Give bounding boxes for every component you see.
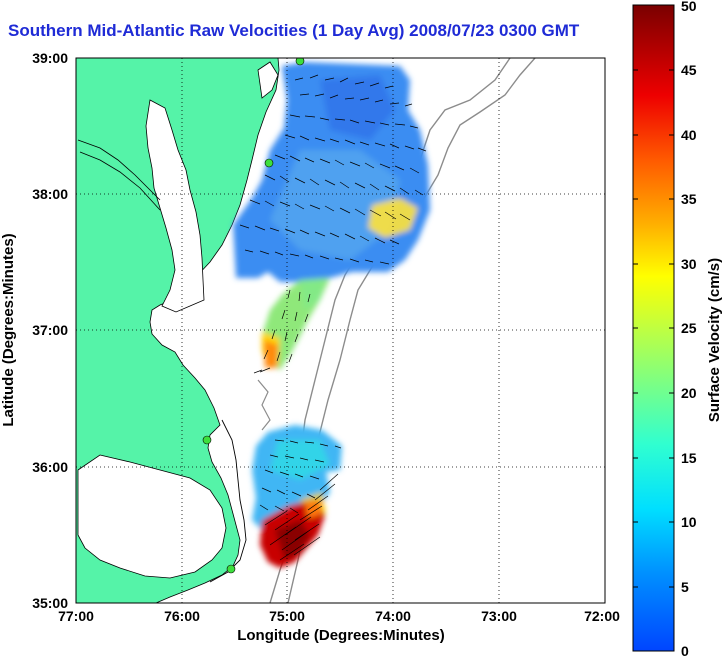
y-axis: 39:00 38:00 37:00 36:00 35:00 Latitude (… xyxy=(0,50,68,611)
x-tick-label: 76:00 xyxy=(164,608,200,624)
colorbar-tick-label: 10 xyxy=(681,514,697,530)
x-tick-label: 75:00 xyxy=(269,608,305,624)
x-tick-label: 74:00 xyxy=(375,608,411,624)
colorbar: 0 5 10 15 20 25 30 35 40 45 50 Surface V… xyxy=(632,0,723,659)
plot-frame xyxy=(75,57,606,604)
y-tick-label: 37:00 xyxy=(32,322,68,338)
x-tick-label: 72:00 xyxy=(584,608,620,624)
x-axis: 77:00 76:00 75:00 74:00 73:00 72:00 Long… xyxy=(58,608,620,644)
colorbar-tick-label: 35 xyxy=(681,191,697,207)
y-tick-label: 36:00 xyxy=(32,459,68,475)
y-tick-label: 39:00 xyxy=(32,50,68,66)
potomac-river xyxy=(77,139,161,211)
radar-stations xyxy=(202,58,305,574)
delaware-bay xyxy=(257,61,279,99)
station-marker xyxy=(226,564,236,574)
colorbar-label: Surface Velocity (cm/s) xyxy=(706,258,723,422)
colorbar-tick-label: 15 xyxy=(681,450,697,466)
colorbar-tick-label: 25 xyxy=(681,320,697,336)
chesapeake-bay xyxy=(145,99,205,313)
grid-lines xyxy=(76,58,605,603)
chart-title: Southern Mid-Atlantic Raw Velocities (1 … xyxy=(8,21,580,40)
colorbar-tick-label: 20 xyxy=(681,385,697,401)
colorbar-tick-label: 30 xyxy=(681,256,697,272)
colorbar-gradient xyxy=(632,4,675,652)
pamlico-sound xyxy=(77,454,227,579)
colorbar-tick-label: 50 xyxy=(681,0,697,14)
y-tick-label: 35:00 xyxy=(32,595,68,611)
colorbar-tick-label: 40 xyxy=(681,127,697,143)
station-marker xyxy=(295,58,305,66)
colorbar-tick-label: 45 xyxy=(681,62,697,78)
colorbar-tick-label: 5 xyxy=(681,579,689,595)
bathymetry-contour xyxy=(257,379,271,431)
x-axis-label: Longitude (Degrees:Minutes) xyxy=(237,627,445,644)
y-tick-label: 38:00 xyxy=(32,186,68,202)
station-marker xyxy=(264,158,274,168)
x-tick-label: 77:00 xyxy=(58,608,94,624)
x-tick-label: 73:00 xyxy=(481,608,517,624)
station-marker xyxy=(202,435,212,445)
velocity-vectors xyxy=(239,74,427,561)
y-axis-label: Latitude (Degrees:Minutes) xyxy=(0,233,17,426)
colorbar-tick-label: 0 xyxy=(681,643,689,659)
